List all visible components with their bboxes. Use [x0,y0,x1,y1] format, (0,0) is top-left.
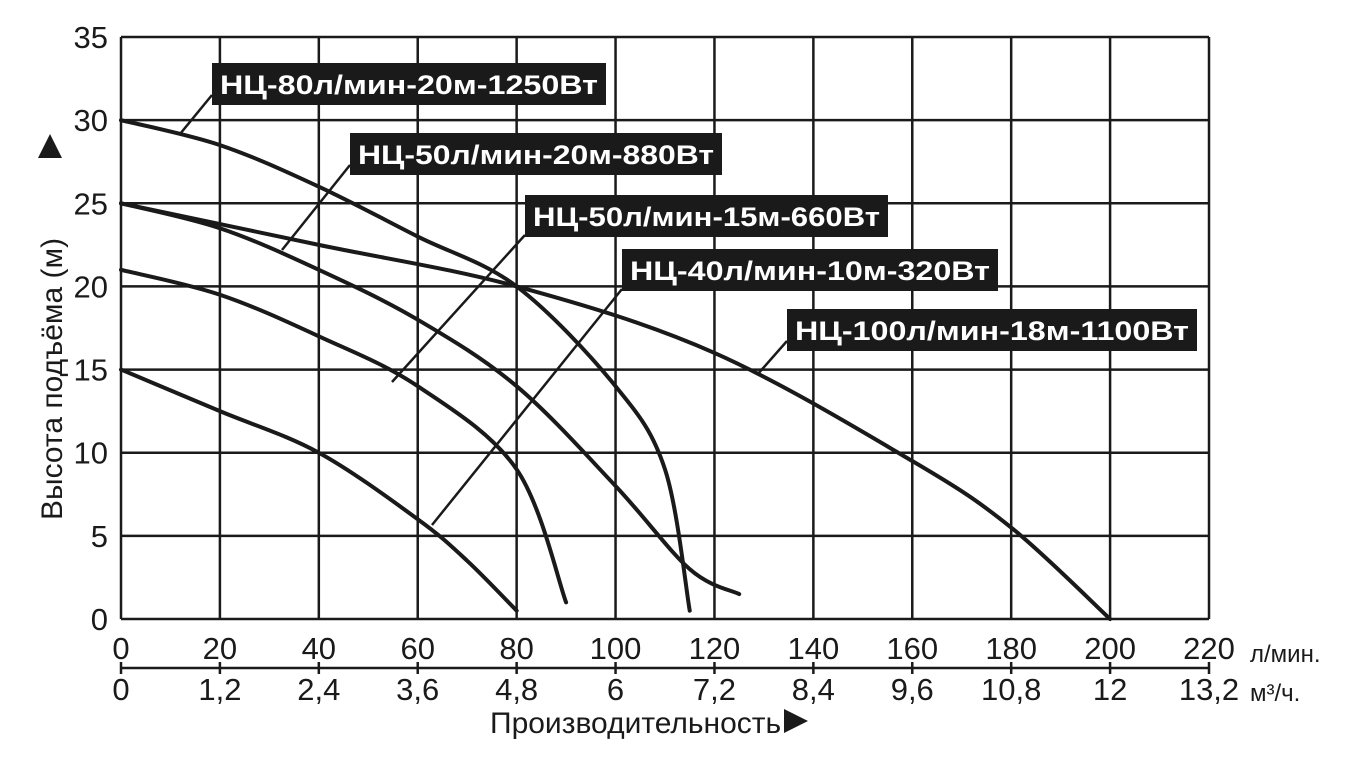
x-tick-label-primary: 0 [112,631,129,666]
y-axis-arrow-icon [38,134,62,158]
x-tick-label-secondary: 9,6 [891,672,934,707]
x-axis-title: Производительность [490,707,781,740]
x-tick-label-primary: 120 [689,631,741,666]
x-tick-label-secondary: 6 [607,672,624,707]
x-tick-label-secondary: 10,8 [981,672,1041,707]
x-tick-label-secondary: 12 [1093,672,1127,707]
grid [119,35,1211,674]
x-tick-label-primary: 80 [499,631,533,666]
performance-curve [119,367,519,613]
x-tick-labels: 0 20 40 60 80 100 120 140 160 180 200 220 0 1,2 2,4 3,6… [112,631,1239,707]
x-tick-label-secondary: 1,2 [198,672,241,707]
label-leader-line [391,234,526,383]
performance-curve [119,267,569,605]
x-axis-arrow-icon [784,709,808,733]
x-unit-primary-label: л/мин. [1250,641,1321,668]
series-label: НЦ-100л/мин-18м-1100Вт [795,316,1189,346]
label-leader-line [756,340,788,376]
performance-curve [119,201,1113,621]
y-tick-label: 20 [74,269,108,304]
x-tick-label-primary: 200 [1084,631,1136,666]
series-label: НЦ-80л/мин-20м-1250Вт [220,70,598,100]
y-tick-label: 35 [74,20,108,55]
y-tick-label: 10 [74,436,108,471]
x-tick-label-secondary: 13,2 [1179,672,1239,707]
x-tick-label-secondary: 3,6 [396,672,439,707]
series-label-box [212,63,606,105]
x-tick-label-secondary: 0 [112,672,129,707]
series-label: НЦ-50л/мин-20м-880Вт [358,140,714,170]
x-tick-label-primary: 180 [985,631,1037,666]
y-tick-label: 0 [91,602,108,637]
y-axis-title: Высота подъёма (м) [36,238,69,520]
x-tick-label-secondary: 8,4 [792,672,835,707]
label-leader-line [431,288,623,526]
label-leaders [179,94,788,526]
y-tick-label: 25 [74,186,108,221]
performance-curve [119,118,692,613]
x-tick-label-primary: 20 [203,631,237,666]
label-leader-line [179,94,213,135]
y-tick-label: 5 [91,519,108,554]
y-tick-label: 15 [74,353,108,388]
x-tick-label-secondary: 2,4 [297,672,340,707]
x-tick-label-secondary: 4,8 [495,672,538,707]
x-tick-label-primary: 40 [302,631,336,666]
x-tick-label-primary: 60 [400,631,434,666]
x-tick-label-primary: 220 [1183,631,1235,666]
x-tick-label-primary: 100 [590,631,642,666]
y-tick-label: 30 [74,103,108,138]
series-label-box [525,195,888,237]
series-labels: НЦ-80л/мин-20м-1250Вт НЦ-50л/мин-20м-880В… [212,63,1197,351]
x-tick-label-primary: 160 [886,631,938,666]
x-tick-label-secondary: 7,2 [693,672,736,707]
label-leader-line [281,164,351,251]
series-label-box [350,133,722,175]
series-label-box [622,249,998,291]
performance-curves [119,118,1113,621]
series-label: НЦ-40л/мин-10м-320Вт [630,256,990,286]
x-unit-secondary-label: м³/ч. [1250,680,1300,707]
series-label-box [787,309,1197,351]
series-label: НЦ-50л/мин-15м-660Вт [533,202,880,232]
performance-curve [119,201,742,597]
x-tick-label-primary: 140 [787,631,839,666]
y-tick-labels: 0 5 10 15 20 25 30 35 [74,20,108,637]
